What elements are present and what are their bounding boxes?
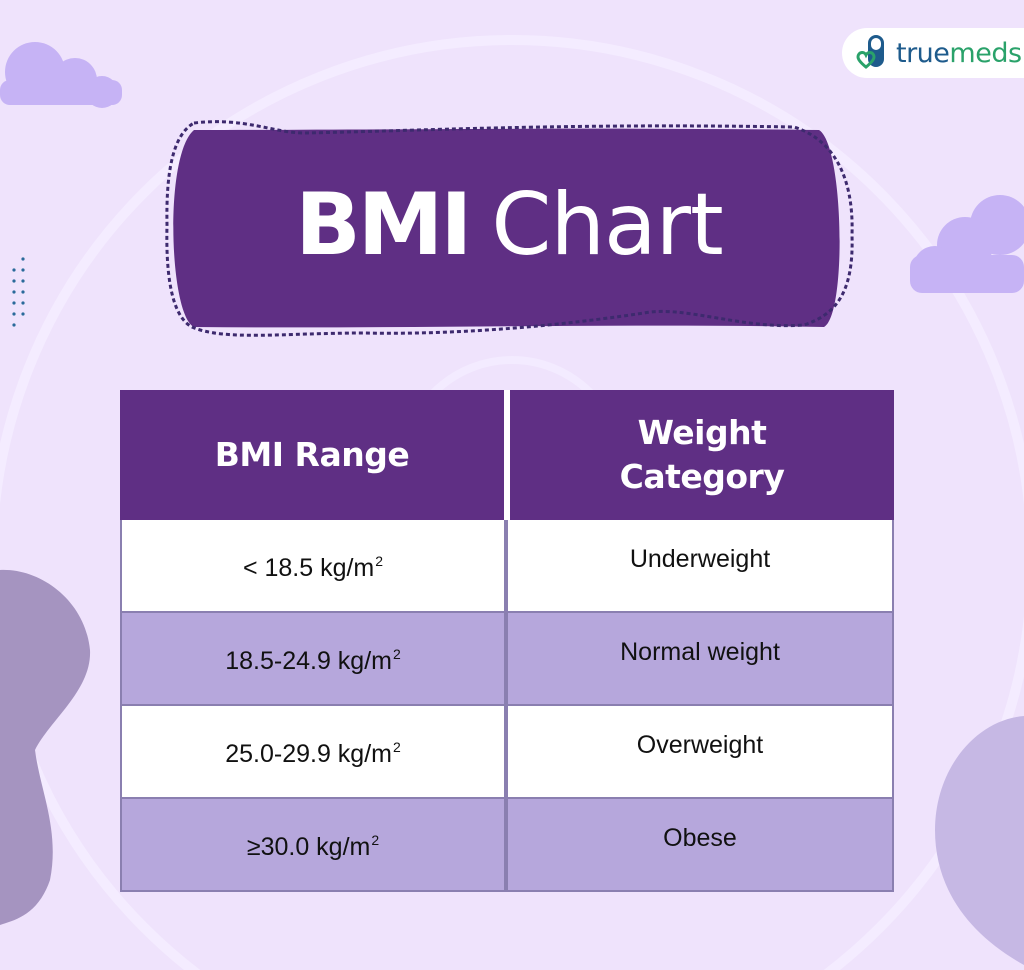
header-weight-category: Weight Category [510, 390, 894, 520]
header-divider [504, 390, 510, 520]
title-chart: Chart [491, 175, 723, 275]
header-bmi-range: BMI Range [120, 390, 504, 520]
range-text: 25.0-29.9 kg/m [225, 739, 392, 768]
range-text: 18.5-24.9 kg/m [225, 646, 392, 675]
header-label-line2: Category [619, 457, 785, 496]
weight-category-cell: Underweight [506, 520, 894, 613]
superscript: 2 [392, 738, 401, 755]
weight-category-cell: Obese [506, 799, 894, 892]
background-arc [0, 35, 1024, 970]
logo-text-meds: meds [949, 37, 1022, 69]
category-text: Overweight [636, 731, 764, 759]
table-row: ≥30.0 kg/m2 Obese [120, 799, 894, 892]
weight-category-cell: Overweight [506, 706, 894, 799]
dot-pattern [12, 257, 25, 327]
header-label-line1: Weight [637, 413, 767, 452]
bmi-range-cell: < 18.5 kg/m2 [120, 520, 506, 613]
category-text: Underweight [629, 545, 771, 573]
pill-heart-icon [856, 35, 884, 69]
range-text: ≥30.0 kg/m [246, 832, 371, 861]
table-row: 25.0-29.9 kg/m2 Overweight [120, 706, 894, 799]
cloud-icon-right [910, 195, 1024, 293]
weight-category-cell: Normal weight [506, 613, 894, 706]
title-bmi: BMI [295, 175, 472, 275]
bmi-range-cell: 25.0-29.9 kg/m2 [120, 706, 506, 799]
bmi-range-cell: 18.5-24.9 kg/m2 [120, 613, 506, 706]
truemeds-logo: truemeds [842, 28, 1024, 78]
table-header-row: BMI Range Weight Category [120, 390, 894, 520]
category-text: Normal weight [620, 638, 780, 666]
cloud-icon-top-left [0, 42, 122, 108]
blob-shape-right [935, 716, 1024, 965]
logo-wordmark: truemeds [896, 38, 1022, 69]
page-title: BMI Chart [164, 150, 854, 300]
category-text: Obese [663, 824, 737, 852]
range-text: < 18.5 kg/m [242, 553, 375, 582]
table-row: 18.5-24.9 kg/m2 Normal weight [120, 613, 894, 706]
title-banner [165, 120, 854, 337]
bmi-range-cell: ≥30.0 kg/m2 [120, 799, 506, 892]
logo-text-true: true [896, 37, 950, 69]
bmi-table: BMI Range Weight Category < 18.5 kg/m2 U… [120, 390, 894, 892]
superscript: 2 [392, 645, 401, 662]
superscript: 2 [375, 552, 384, 569]
table-row: < 18.5 kg/m2 Underweight [120, 520, 894, 613]
header-label: BMI Range [214, 435, 410, 474]
blob-shape-left [0, 569, 91, 925]
superscript: 2 [371, 831, 380, 848]
